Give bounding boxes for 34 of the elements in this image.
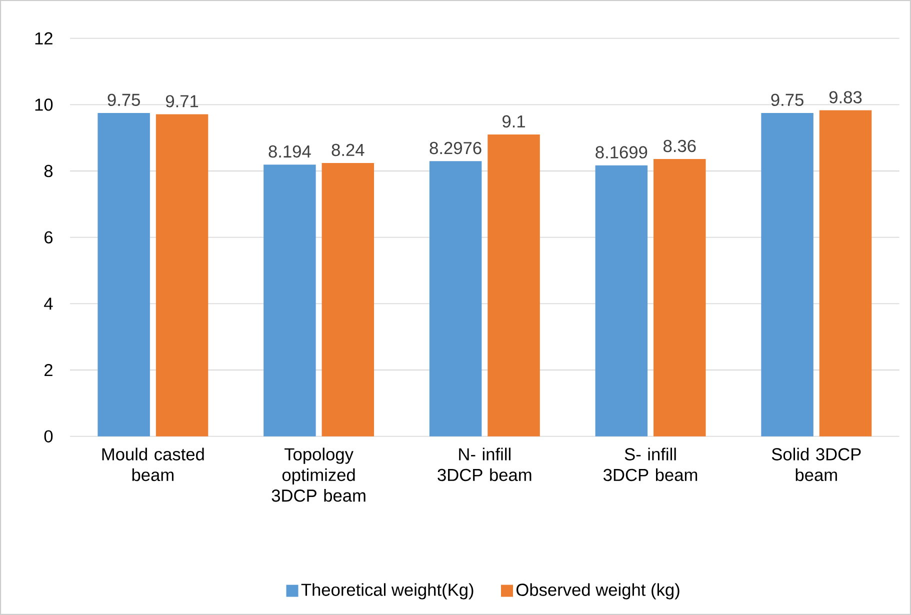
- y-tick-label: 4: [44, 298, 53, 310]
- bar: [98, 112, 150, 436]
- data-label: 9.71: [166, 95, 198, 108]
- bar: [429, 161, 482, 436]
- bar: [654, 159, 706, 436]
- bar: [595, 165, 648, 436]
- bar: [819, 110, 872, 436]
- y-tick-label: 2: [44, 364, 52, 376]
- x-tick-label: S- infill 3DCP beam: [604, 448, 698, 482]
- y-tick-label: 10: [35, 98, 53, 111]
- x-tick-label: Topology optimized 3DCP beam: [272, 448, 366, 502]
- bar: [264, 164, 316, 436]
- data-label: 8.1699: [596, 146, 648, 158]
- data-label: 8.2976: [430, 142, 482, 154]
- data-label: 9.83: [829, 91, 862, 104]
- bar: [322, 163, 374, 436]
- data-label: 9.1: [502, 115, 525, 128]
- y-tick-label: 12: [35, 32, 52, 44]
- y-tick-label: 0: [44, 430, 53, 442]
- data-label: 8.194: [268, 145, 311, 158]
- bar: [488, 134, 540, 436]
- data-label: 9.75: [771, 94, 804, 106]
- data-label: 8.36: [664, 140, 696, 152]
- y-tick-label: 6: [44, 231, 53, 244]
- legend-label: Theoretical weight(Kg): [301, 583, 474, 600]
- y-tick-label: 8: [44, 164, 53, 178]
- bar: [761, 112, 814, 436]
- bar: [156, 114, 208, 436]
- x-tick-label: Mould casted beam: [102, 448, 204, 482]
- data-label: 9.75: [108, 94, 140, 106]
- x-tick-label: Solid 3DCP beam: [772, 448, 861, 482]
- x-tick-label: N- infill 3DCP beam: [438, 448, 532, 482]
- legend-label: Observed weight (kg): [516, 583, 680, 600]
- data-label: 8.24: [332, 144, 364, 156]
